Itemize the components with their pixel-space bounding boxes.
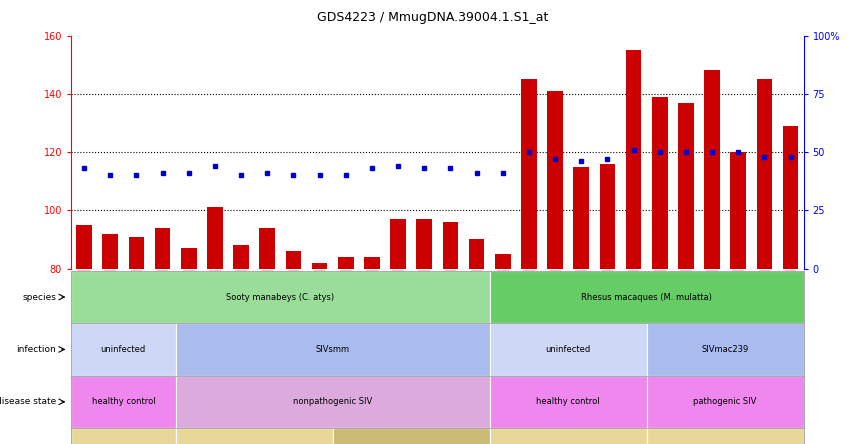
Text: pathogenic SIV: pathogenic SIV [694, 397, 757, 406]
Text: Sooty manabeys (C. atys): Sooty manabeys (C. atys) [226, 293, 334, 301]
Bar [312, 263, 327, 444]
Text: infection: infection [16, 345, 56, 354]
Bar [155, 228, 171, 444]
Bar [260, 228, 275, 444]
Bar [76, 225, 92, 444]
Bar [286, 251, 301, 444]
Text: healthy control: healthy control [92, 397, 155, 406]
Text: species: species [23, 293, 56, 301]
Bar [233, 246, 249, 444]
Text: SIVsmm: SIVsmm [315, 345, 350, 354]
Bar [391, 219, 406, 444]
Bar [521, 79, 537, 444]
Bar [469, 239, 484, 444]
Bar [207, 207, 223, 444]
Bar [338, 257, 353, 444]
Bar [443, 222, 458, 444]
Bar [102, 234, 118, 444]
Bar [704, 71, 720, 444]
Bar [417, 219, 432, 444]
Bar [626, 50, 642, 444]
Text: nonpathogenic SIV: nonpathogenic SIV [293, 397, 372, 406]
Text: uninfected: uninfected [100, 345, 146, 354]
Bar [783, 126, 798, 444]
Text: GDS4223 / MmugDNA.39004.1.S1_at: GDS4223 / MmugDNA.39004.1.S1_at [317, 11, 549, 24]
Bar [599, 164, 615, 444]
Text: healthy control: healthy control [536, 397, 600, 406]
Bar [547, 91, 563, 444]
Bar [128, 237, 145, 444]
Text: disease state: disease state [0, 397, 56, 406]
Bar [678, 103, 694, 444]
Bar [573, 166, 589, 444]
Text: uninfected: uninfected [546, 345, 591, 354]
Bar [730, 152, 746, 444]
Bar [757, 79, 772, 444]
Bar [364, 257, 380, 444]
Bar [652, 97, 668, 444]
Text: SIVmac239: SIVmac239 [701, 345, 749, 354]
Bar [181, 248, 197, 444]
Text: Rhesus macaques (M. mulatta): Rhesus macaques (M. mulatta) [581, 293, 712, 301]
Bar [494, 254, 511, 444]
